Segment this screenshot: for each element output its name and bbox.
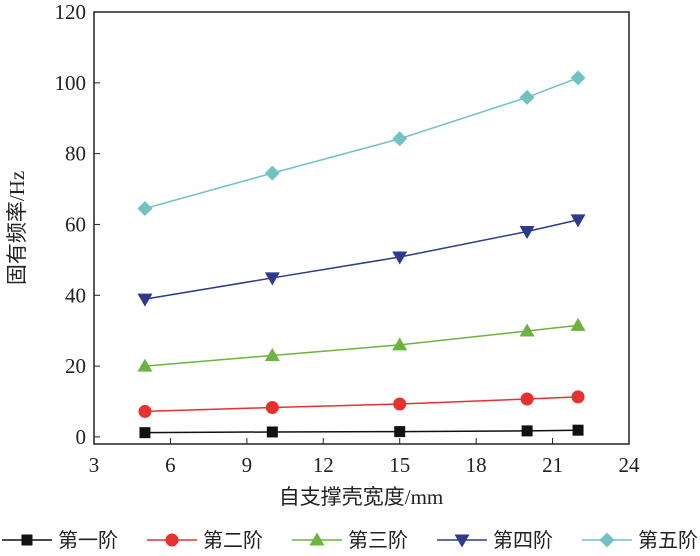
data-point [572, 424, 584, 436]
data-point [264, 272, 280, 286]
data-point [521, 425, 533, 437]
y-tick-label: 60 [65, 212, 86, 236]
x-tick-label: 15 [389, 453, 410, 477]
data-point [519, 323, 535, 337]
data-point [520, 392, 534, 406]
y-tick-label: 20 [65, 354, 86, 378]
legend-item: 第三阶 [292, 529, 408, 552]
x-tick-label: 6 [165, 453, 176, 477]
x-tick-label: 18 [466, 453, 487, 477]
x-tick-label: 24 [619, 453, 641, 477]
data-point [138, 404, 152, 418]
data-point [570, 317, 586, 331]
y-axis-label: 固有频率/Hz [5, 171, 29, 285]
data-point [571, 390, 585, 404]
data-point [570, 70, 586, 86]
y-tick-label: 80 [65, 142, 86, 166]
data-point [264, 347, 280, 361]
series-line [144, 324, 579, 367]
data-point [393, 397, 407, 411]
series-line [144, 77, 579, 210]
x-tick-label: 12 [313, 453, 334, 477]
data-point [392, 251, 408, 265]
data-point [392, 131, 408, 147]
data-point [519, 89, 535, 105]
data-point [265, 401, 279, 415]
data-point [137, 358, 153, 372]
y-tick-label: 0 [76, 425, 87, 449]
data-point [394, 426, 406, 438]
data-point [21, 534, 33, 546]
data-point [165, 533, 179, 547]
y-tick-label: 100 [55, 71, 87, 95]
series-第二阶 [138, 390, 585, 418]
x-axis-label: 自支撑壳宽度/mm [279, 485, 444, 509]
series-第四阶 [137, 214, 586, 307]
legend-label: 第一阶 [58, 529, 118, 552]
legend-item: 第五阶 [582, 529, 698, 552]
data-point [309, 532, 325, 546]
series-第三阶 [137, 317, 586, 372]
x-tick-label: 3 [89, 453, 100, 477]
legend-item: 第四阶 [437, 529, 553, 552]
series-line [144, 219, 579, 300]
data-point [139, 427, 151, 439]
legend-label: 第三阶 [348, 529, 408, 552]
legend-item: 第二阶 [147, 529, 263, 552]
data-point [392, 337, 408, 351]
data-point [454, 534, 470, 548]
x-tick-label: 9 [242, 453, 253, 477]
data-point [137, 293, 153, 307]
plot-frame [93, 11, 630, 445]
data-point [137, 201, 153, 217]
legend-item: 第一阶 [2, 529, 118, 552]
legend-label: 第五阶 [638, 529, 698, 552]
legend-label: 第四阶 [493, 529, 553, 552]
data-point [266, 426, 278, 438]
series-line [144, 396, 579, 413]
x-tick-label: 21 [542, 453, 563, 477]
legend-label: 第二阶 [203, 529, 263, 552]
y-tick-label: 40 [65, 283, 86, 307]
data-point [570, 214, 586, 228]
series-第一阶 [139, 424, 584, 439]
series-第五阶 [137, 70, 586, 217]
data-point [519, 226, 535, 240]
data-point [264, 165, 280, 181]
y-tick-label: 120 [55, 0, 87, 24]
data-point [599, 532, 615, 548]
series-line [144, 429, 579, 434]
